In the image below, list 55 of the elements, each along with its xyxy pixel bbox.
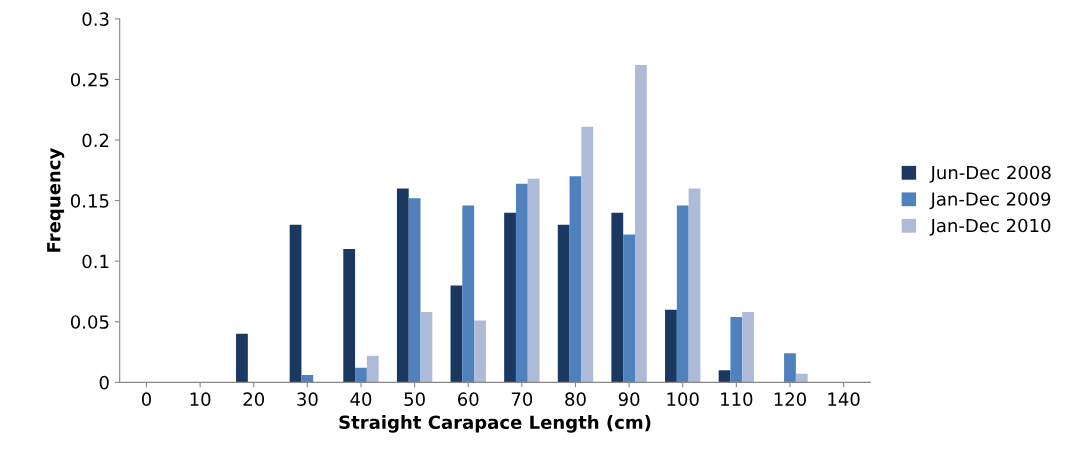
x-tick-label: 50 xyxy=(404,392,425,407)
x-tick-label: 90 xyxy=(618,392,640,407)
legend-label: Jan-Dec 2010 xyxy=(929,218,1051,236)
x-tick-label: 10 xyxy=(190,392,211,407)
legend-label: Jan-Dec 2009 xyxy=(929,192,1051,210)
bar xyxy=(527,178,540,383)
x-tick-label: 0 xyxy=(141,392,152,407)
x-tick-label: 100 xyxy=(667,392,699,407)
bar xyxy=(366,355,379,383)
bar xyxy=(408,198,421,383)
bar xyxy=(557,224,570,383)
x-tick-label: 140 xyxy=(828,392,860,407)
legend-label: Jun-Dec 2008 xyxy=(929,165,1051,183)
x-tick-label: 70 xyxy=(511,392,533,407)
bar xyxy=(236,333,248,383)
y-tick-label: 0.15 xyxy=(70,194,109,208)
x-tick-label: 110 xyxy=(721,392,753,407)
bar xyxy=(742,312,755,383)
bar xyxy=(635,64,647,383)
x-axis-title: Straight Carapace Length (cm) xyxy=(339,415,651,433)
x-tick-label: 40 xyxy=(350,392,372,407)
bar xyxy=(450,285,463,383)
bar xyxy=(420,312,433,383)
bar xyxy=(676,205,689,383)
bar xyxy=(569,176,582,383)
y-tick-label: 0.25 xyxy=(70,72,109,87)
bar xyxy=(623,234,635,383)
bar xyxy=(784,353,796,383)
y-tick-label: 0.3 xyxy=(82,12,109,26)
bar xyxy=(301,375,314,383)
bar xyxy=(730,316,743,383)
y-tick-label: 0.1 xyxy=(82,254,109,269)
bar xyxy=(343,249,356,383)
bar xyxy=(688,188,701,383)
bar xyxy=(396,188,409,383)
y-axis-title: Frequency xyxy=(47,148,65,252)
x-tick-label: 20 xyxy=(243,392,265,407)
x-tick-label: 60 xyxy=(458,392,479,407)
bar xyxy=(515,183,528,383)
y-tick-label: 0.2 xyxy=(82,133,109,148)
y-tick-label: 0 xyxy=(99,375,109,390)
bar xyxy=(504,212,516,383)
bar xyxy=(289,224,302,383)
bar xyxy=(718,370,731,383)
x-tick-label: 30 xyxy=(297,392,318,407)
x-tick-label: 80 xyxy=(565,392,586,407)
bar xyxy=(795,373,808,383)
bar xyxy=(355,367,367,383)
bar xyxy=(462,205,475,383)
bar xyxy=(665,309,677,383)
bar xyxy=(611,212,624,383)
x-tick-label: 120 xyxy=(774,392,806,407)
y-tick-label: 0.05 xyxy=(70,315,109,329)
bar xyxy=(581,126,594,383)
bar xyxy=(474,320,486,383)
